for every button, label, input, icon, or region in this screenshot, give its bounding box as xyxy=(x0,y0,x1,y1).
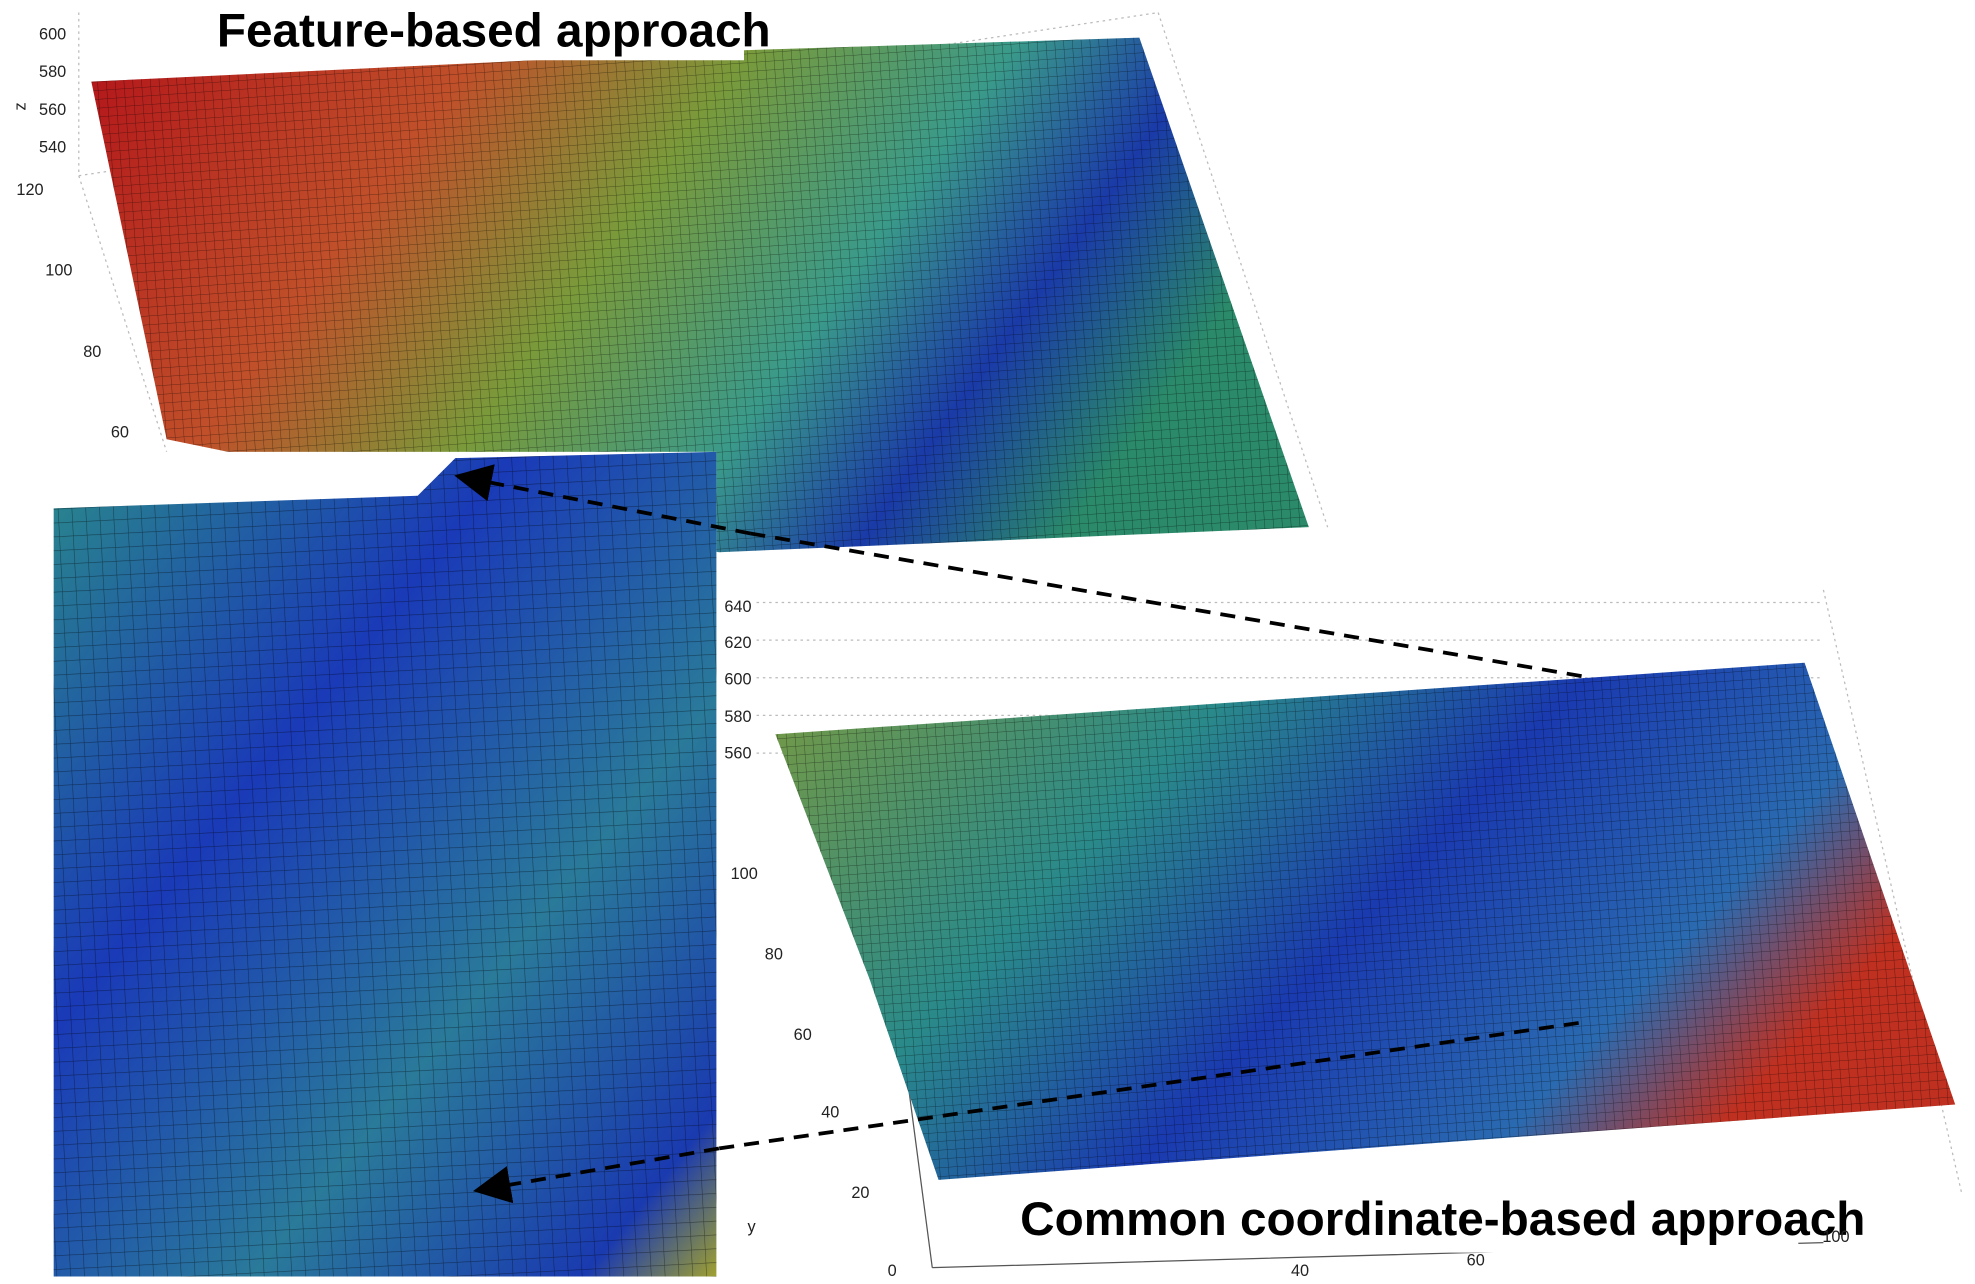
zoom-mesh xyxy=(54,452,717,1277)
y-tick-label: 40 xyxy=(821,1104,839,1122)
title: Feature-based approach xyxy=(217,4,771,57)
y-tick-label: 20 xyxy=(851,1184,869,1202)
x-tick-label: 40 xyxy=(1291,1262,1309,1280)
x-tick-label: 0 xyxy=(888,1262,897,1280)
zoom-inset xyxy=(54,452,717,1277)
y-tick-label: 80 xyxy=(83,343,101,361)
z-tick-label: 600 xyxy=(724,671,751,689)
y-tick-label: 60 xyxy=(794,1026,812,1044)
surface-mesh xyxy=(775,663,1955,1180)
z-tick-label: 620 xyxy=(724,634,751,652)
y-tick-label: 100 xyxy=(731,865,758,883)
z-tick-label: 640 xyxy=(724,598,751,616)
z-tick-label: 600 xyxy=(39,25,66,43)
z-tick-label: 560 xyxy=(724,745,751,763)
x-tick-label: 60 xyxy=(1467,1252,1485,1270)
z-tick-label: 580 xyxy=(724,708,751,726)
axis-label: z xyxy=(11,102,29,110)
axis-label: y xyxy=(747,1218,756,1236)
title: Common coordinate-based approach xyxy=(1020,1193,1865,1246)
z-tick-label: 560 xyxy=(39,101,66,119)
y-tick-label: 80 xyxy=(765,945,783,963)
z-tick-label: 580 xyxy=(39,63,66,81)
figure: Feature-based approach z Common coordina… xyxy=(0,0,1975,1284)
x-tick-label: 100 xyxy=(1822,1228,1849,1246)
y-tick-label: 120 xyxy=(16,181,43,199)
z-tick-label: 540 xyxy=(39,138,66,156)
connector xyxy=(750,533,1591,677)
y-tick-label: 100 xyxy=(45,261,72,279)
bottom-plot: Common coordinate-based approach xyxy=(757,590,1962,1268)
y-tick-label: 60 xyxy=(111,423,129,441)
